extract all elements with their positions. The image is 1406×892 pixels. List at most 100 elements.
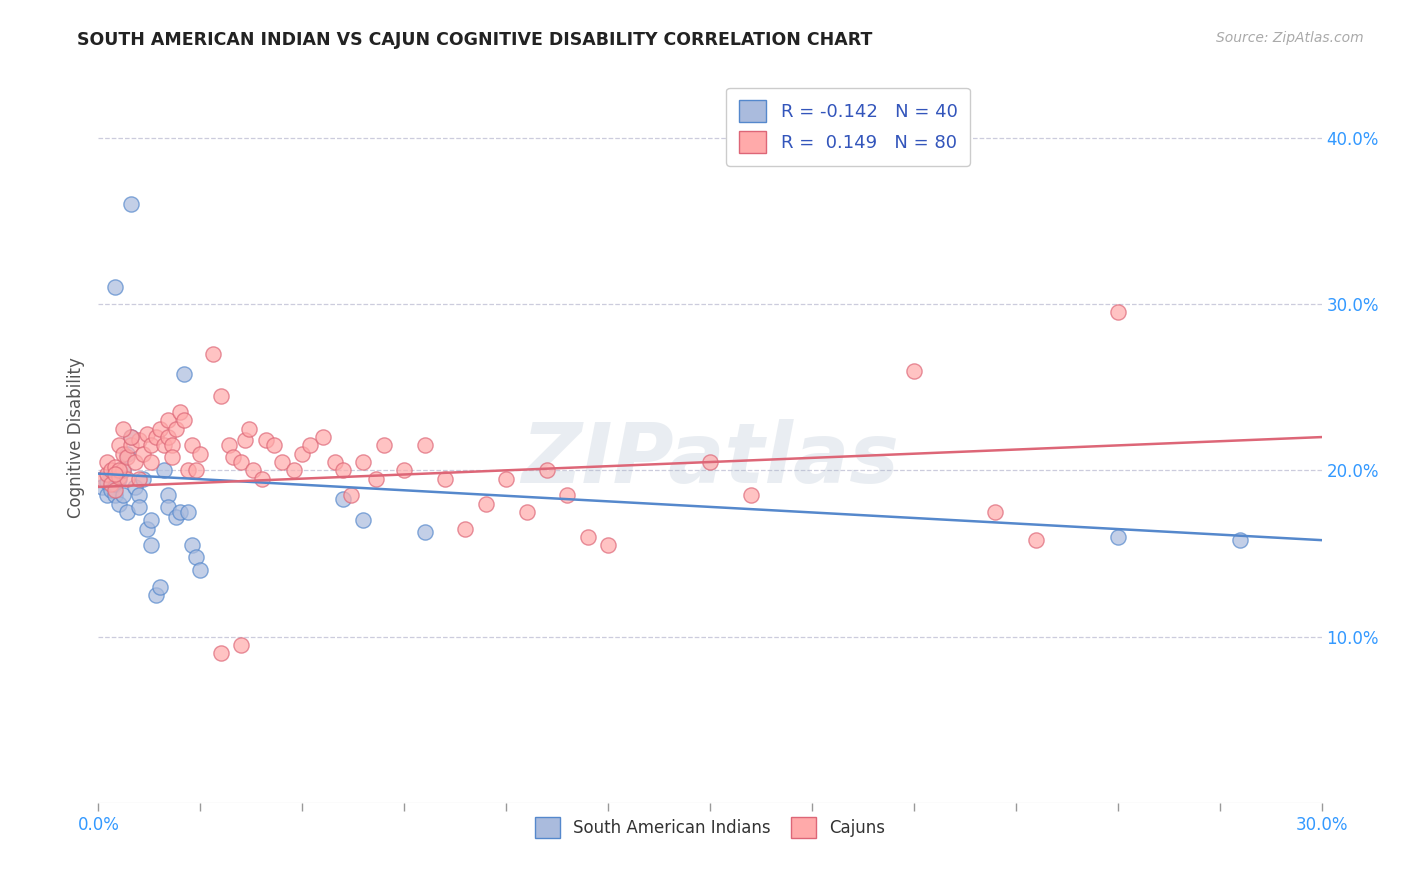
Point (108, 497, 131, 511)
Point (111, 422, 134, 436)
Point (209, 646, 232, 660)
Point (516, 505, 538, 519)
Point (115, 505, 138, 519)
Text: Source: ZipAtlas.com: Source: ZipAtlas.com (1216, 31, 1364, 45)
Point (340, 488, 363, 502)
Point (104, 488, 127, 502)
Point (152, 438, 174, 452)
Point (413, 438, 436, 452)
Point (145, 588, 167, 602)
Point (323, 455, 346, 469)
Point (156, 488, 179, 502)
Point (96, 467, 118, 481)
Point (352, 455, 374, 469)
Point (128, 434, 150, 448)
Point (108, 472, 131, 486)
Point (96, 455, 118, 469)
Point (181, 538, 204, 552)
Point (312, 430, 335, 444)
Point (124, 480, 146, 494)
Point (149, 422, 172, 436)
Point (984, 505, 1007, 519)
Point (495, 472, 517, 486)
Point (91, 480, 114, 494)
Point (201, 347, 224, 361)
Point (1107, 530, 1129, 544)
Point (299, 438, 322, 452)
Y-axis label: Cognitive Disability: Cognitive Disability (66, 357, 84, 517)
Point (104, 280, 127, 294)
Point (132, 472, 155, 486)
Point (233, 434, 256, 448)
Point (263, 438, 285, 452)
Point (231, 638, 253, 652)
Point (149, 580, 172, 594)
Point (283, 463, 305, 477)
Point (156, 430, 179, 444)
Point (115, 450, 138, 464)
Point (598, 538, 620, 552)
Point (100, 470, 122, 484)
Point (238, 422, 260, 436)
Point (454, 521, 477, 535)
Point (188, 447, 212, 461)
Point (250, 472, 273, 486)
Point (160, 450, 183, 464)
Point (181, 438, 204, 452)
Point (332, 491, 354, 506)
Point (136, 521, 159, 535)
Point (699, 455, 721, 469)
Point (186, 463, 208, 477)
Text: ZIPatlas: ZIPatlas (522, 418, 898, 500)
Point (108, 463, 131, 477)
Point (434, 472, 457, 486)
Point (141, 455, 163, 469)
Point (104, 460, 127, 475)
Point (128, 472, 150, 486)
Point (242, 463, 264, 477)
Point (128, 488, 150, 502)
Point (364, 472, 387, 486)
Point (152, 463, 174, 477)
Point (177, 463, 200, 477)
Point (291, 447, 314, 461)
Point (188, 563, 212, 577)
Point (108, 438, 131, 452)
Point (352, 513, 374, 527)
Point (169, 405, 191, 419)
Point (111, 463, 134, 477)
Point (165, 509, 187, 524)
Point (373, 438, 395, 452)
Point (104, 467, 127, 481)
Point (145, 430, 167, 444)
Point (173, 413, 195, 427)
Point (576, 530, 599, 544)
Point (1107, 305, 1129, 319)
Point (104, 483, 127, 498)
Point (111, 463, 134, 477)
Point (474, 497, 498, 511)
Point (111, 488, 134, 502)
Point (100, 463, 122, 477)
Point (120, 438, 142, 452)
Point (555, 488, 579, 502)
Point (96, 488, 118, 502)
Point (120, 430, 142, 444)
Legend: South American Indians, Cajuns: South American Indians, Cajuns (523, 805, 897, 849)
Point (100, 483, 122, 498)
Point (91, 472, 114, 486)
Point (96, 475, 118, 489)
Point (903, 363, 925, 377)
Point (111, 447, 134, 461)
Point (332, 463, 354, 477)
Point (100, 476, 122, 491)
Point (104, 476, 127, 491)
Point (254, 434, 277, 448)
Point (141, 513, 163, 527)
Point (115, 472, 138, 486)
Point (173, 367, 195, 381)
Point (141, 538, 163, 552)
Point (124, 455, 146, 469)
Point (165, 422, 187, 436)
Point (740, 488, 762, 502)
